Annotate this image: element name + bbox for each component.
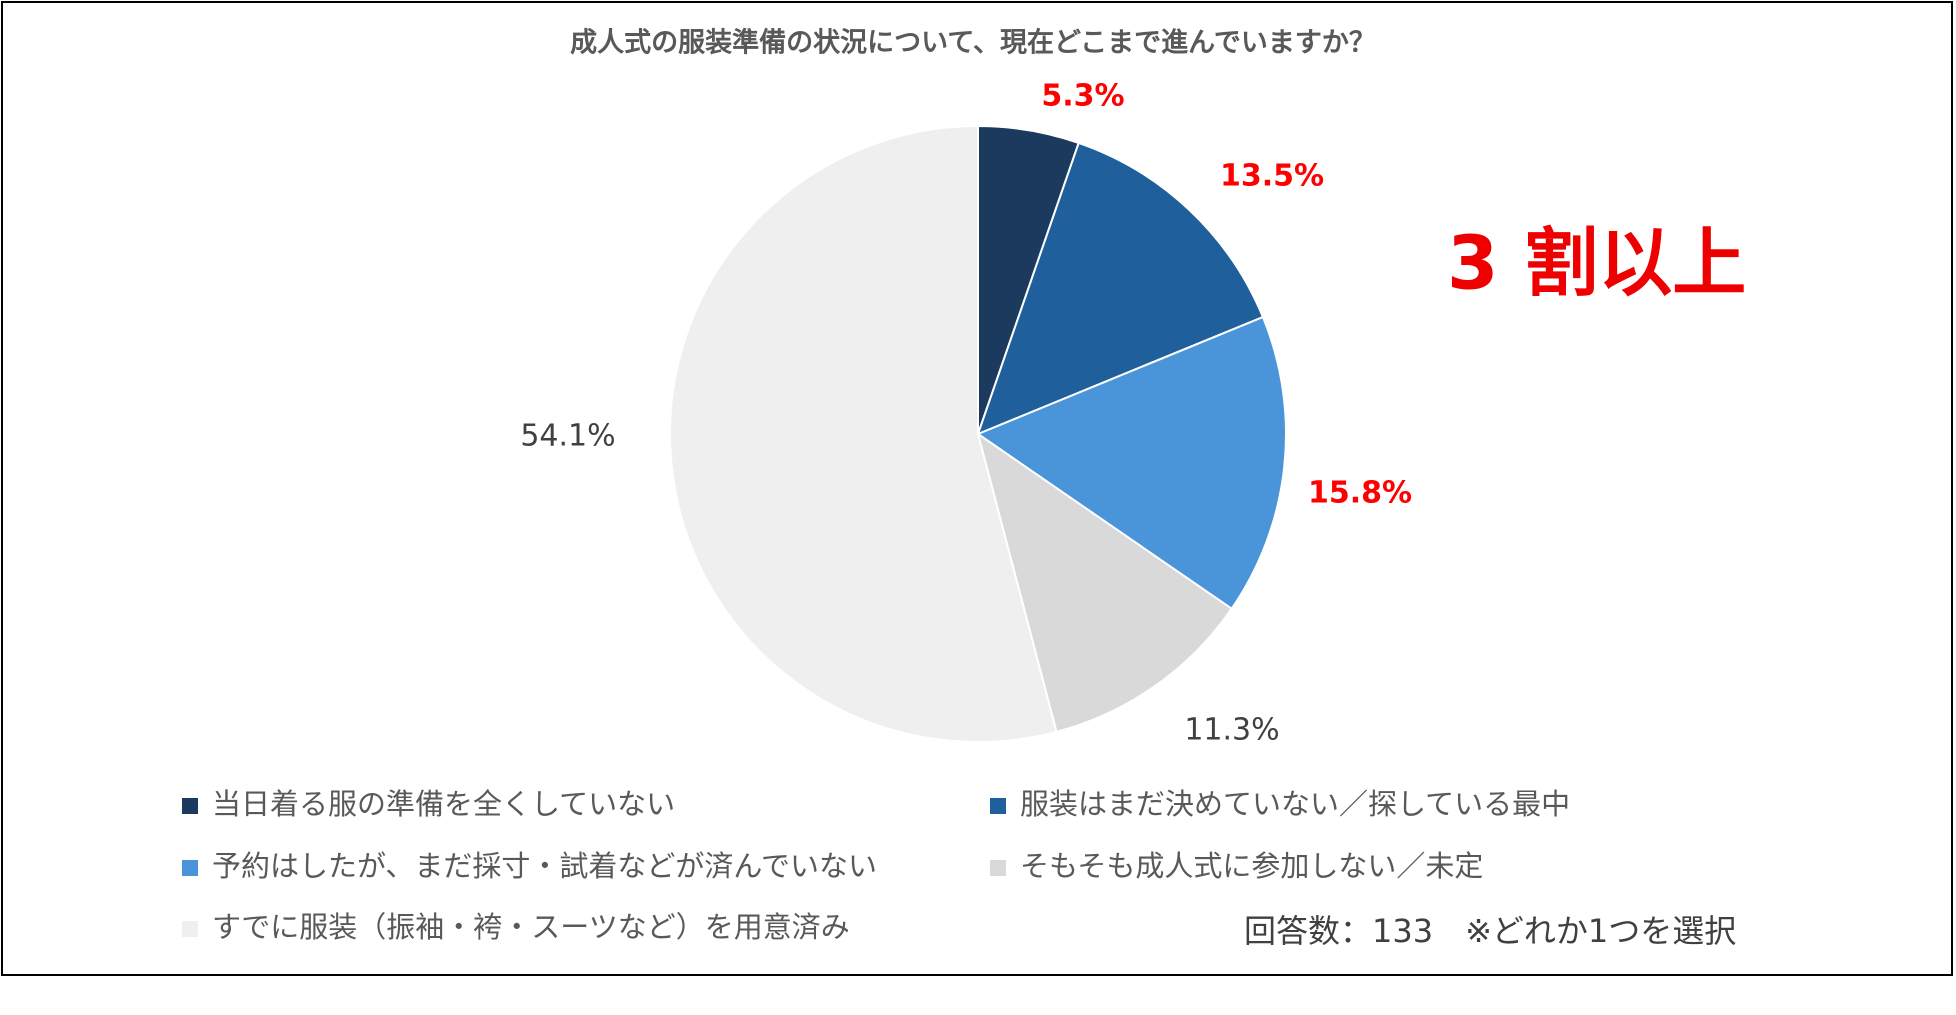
value-label: 54.1% <box>520 419 615 454</box>
legend-marker <box>182 921 198 937</box>
legend-label: 服装はまだ決めていない／探している最中 <box>1020 787 1570 821</box>
value-label: 13.5% <box>1220 159 1324 194</box>
legend-label: すでに服装（振袖・袴・スーツなど）を用意済み <box>212 910 850 944</box>
legend-marker <box>182 860 198 876</box>
value-label: 15.8% <box>1308 476 1412 511</box>
legend-marker <box>990 860 1006 876</box>
chart-title: 成人式の服装準備の状況について、現在どこまで進んでいますか？ <box>570 27 1376 59</box>
pie-slice <box>976 141 1265 436</box>
legend-label: そもそも成人式に参加しない／未定 <box>1020 849 1483 883</box>
legend-label: 予約はしたが、まだ採寸・試着などが済んでいない <box>212 849 877 883</box>
pie-slice <box>669 124 1058 743</box>
legend-label: 当日着る服の準備を全くしていない <box>212 787 675 821</box>
value-label: 11.3% <box>1184 713 1279 748</box>
legend-marker <box>990 798 1006 814</box>
value-label: 5.3% <box>1041 79 1124 114</box>
annotation: 3 割以上 <box>1447 221 1746 307</box>
pie-slice <box>975 315 1287 611</box>
legend-marker <box>182 798 198 814</box>
pie-slice <box>976 431 1234 734</box>
note: 回答数：133 ※どれか1つを選択 <box>1244 912 1736 950</box>
